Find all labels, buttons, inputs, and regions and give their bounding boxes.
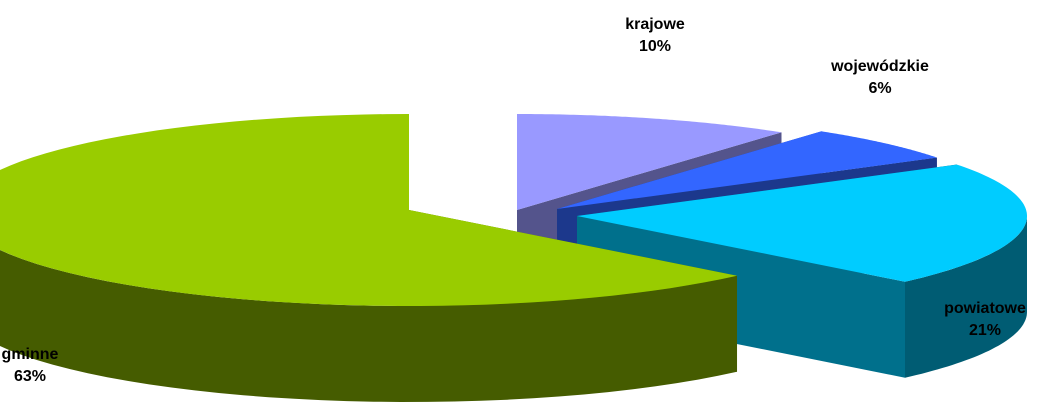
label-gminne: gminne 63% xyxy=(0,344,60,388)
label-wojewodzkie-value: 6% xyxy=(868,80,892,97)
slice-powiatowe-top xyxy=(577,164,1027,282)
slice-krajowe-top xyxy=(517,114,782,210)
label-krajowe-name: krajowe xyxy=(625,16,685,33)
label-wojewodzkie-name: wojewódzkie xyxy=(831,58,929,75)
label-krajowe-value: 10% xyxy=(638,38,672,55)
slice-powiatowe-wall-1 xyxy=(577,216,906,378)
label-powiatowe: powiatowe 21% xyxy=(930,298,1040,342)
label-wojewodzkie: wojewódzkie 6% xyxy=(805,56,955,100)
label-krajowe: krajowe 10% xyxy=(600,14,710,58)
slice-wojewódzkie-top xyxy=(557,131,937,209)
slice-gminne-side-0 xyxy=(0,250,737,402)
slice-gminne-top xyxy=(0,114,737,306)
label-gminne-value: 63% xyxy=(13,368,47,385)
label-gminne-name: gminne xyxy=(1,346,59,363)
label-powiatowe-value: 21% xyxy=(968,322,1002,339)
slice-gminne xyxy=(0,114,738,402)
label-powiatowe-name: powiatowe xyxy=(944,300,1026,317)
slice-powiatowe-side-0 xyxy=(905,216,1027,378)
